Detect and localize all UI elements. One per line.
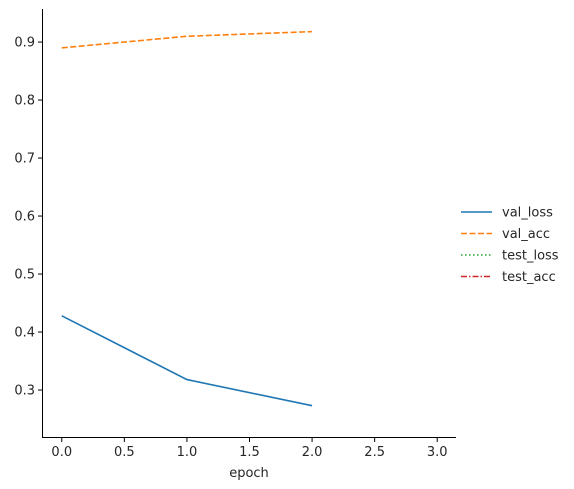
x-tick-label: 1.0 [177,445,198,460]
legend: val_loss val_acc test_loss test_acc [461,206,559,285]
x-ticks: 0.0 0.5 1.0 1.5 2.0 2.5 3.0 [51,437,448,460]
legend-label: val_loss [502,206,553,221]
x-axis-label: epoch [229,466,269,481]
y-tick-label: 0.9 [14,36,35,51]
y-tick-label: 0.3 [14,384,35,399]
legend-label: test_loss [502,249,559,264]
legend-label: val_acc [502,227,550,242]
y-tick-label: 0.6 [14,210,35,225]
x-tick-label: 2.0 [302,445,323,460]
y-tick-label: 0.4 [14,326,35,341]
y-tick-label: 0.8 [14,94,35,109]
y-ticks: 0.3 0.4 0.5 0.6 0.7 0.8 0.9 [14,36,43,399]
x-tick-label: 0.0 [51,445,72,460]
x-tick-label: 2.5 [364,445,385,460]
series-line-val-loss [61,315,313,407]
x-tick-label: 1.5 [239,445,260,460]
y-tick-label: 0.7 [14,152,35,167]
legend-label: test_acc [502,270,556,285]
x-tick-label: 0.5 [114,445,135,460]
series-line-val-acc [61,30,313,49]
plot-lines [61,30,313,407]
axes [42,9,456,438]
y-tick-label: 0.5 [14,268,35,283]
x-tick-label: 3.0 [427,445,448,460]
